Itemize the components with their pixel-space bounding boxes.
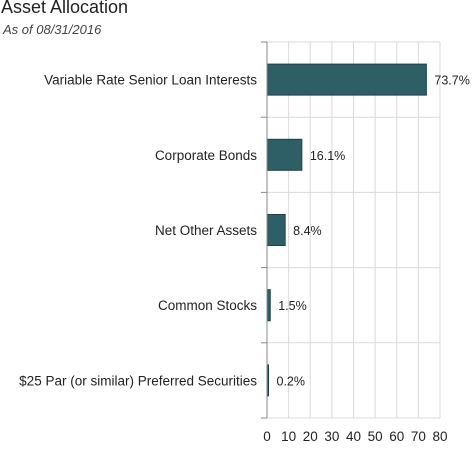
x-tick-label: 80 [432,429,447,444]
chart-title: Asset Allocation [1,0,129,17]
value-label: 0.2% [277,374,306,388]
category-label: Net Other Assets [155,223,257,238]
x-tick-label: 70 [411,429,426,444]
category-label: $25 Par (or similar) Preferred Securitie… [19,373,257,388]
value-label: 16.1% [310,149,345,163]
bar [266,63,427,96]
bar [266,214,286,246]
x-tick-label: 60 [389,429,404,444]
x-tick-label: 50 [368,429,383,444]
bar [266,138,303,171]
category-label: Common Stocks [158,298,257,313]
x-tick-label: 20 [303,429,318,444]
x-tick-label: 10 [281,429,296,444]
x-tick-label: 40 [346,429,361,444]
x-tick-label: 30 [324,429,339,444]
category-label: Variable Rate Senior Loan Interests [44,73,257,88]
value-label: 1.5% [278,299,307,313]
value-label: 8.4% [293,224,322,238]
x-tick-label: 0 [263,429,271,444]
value-label: 73.7% [434,74,469,88]
category-label: Corporate Bonds [155,148,257,163]
chart-subtitle: As of 08/31/2016 [3,22,102,37]
